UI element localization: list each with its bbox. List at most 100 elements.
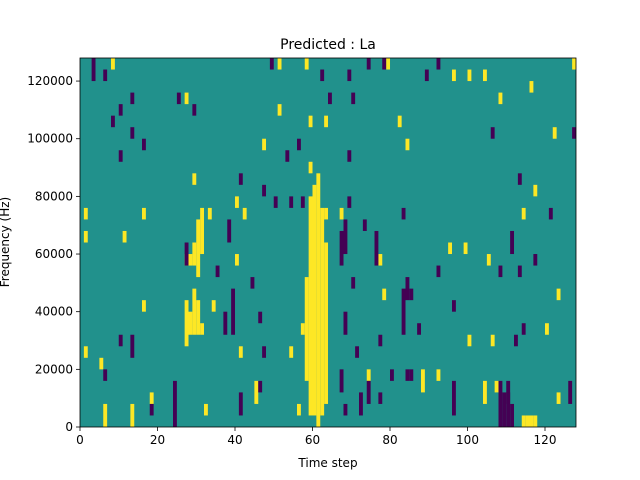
heatmap-cell-low: [401, 207, 406, 220]
heatmap-cells: [83, 58, 577, 428]
heatmap-cell-high: [397, 115, 402, 128]
heatmap-cell-low: [258, 380, 263, 393]
heatmap-cell-high: [277, 58, 282, 70]
heatmap-cell-low: [510, 403, 515, 427]
heatmap-cell-high: [103, 403, 108, 427]
heatmap-cell-low: [320, 69, 325, 82]
y-tick-label: 100000: [27, 132, 73, 146]
heatmap-cell-low: [362, 219, 367, 231]
heatmap-cell-low: [130, 92, 135, 105]
heatmap-cell-low: [118, 104, 123, 116]
heatmap-cell-low: [103, 369, 108, 381]
x-axis-label: Time step: [297, 456, 357, 470]
heatmap-cell-low: [130, 127, 135, 139]
heatmap-cell-low: [343, 219, 348, 255]
heatmap-cell-high: [200, 207, 205, 255]
heatmap-cell-low: [231, 288, 236, 335]
heatmap-cell-high: [142, 207, 146, 220]
heatmap-cell-high: [122, 230, 127, 243]
heatmap-cell-high: [533, 415, 538, 427]
heatmap-cell-low: [111, 115, 115, 128]
heatmap-cell-high: [386, 58, 391, 70]
heatmap-cell-low: [533, 254, 538, 266]
heatmap-cell-low: [149, 403, 154, 416]
heatmap-cell-high: [324, 242, 329, 404]
heatmap-cell-low: [328, 92, 332, 105]
heatmap-cell-low: [273, 196, 278, 208]
heatmap-cell-high: [200, 323, 205, 335]
heatmap-cell-low: [130, 334, 135, 358]
heatmap-cell-low: [339, 230, 344, 266]
heatmap-cell-low: [184, 242, 189, 266]
y-tick-label: 20000: [35, 362, 73, 376]
heatmap-cell-low: [374, 230, 379, 266]
heatmap-cell-high: [572, 58, 577, 70]
heatmap-cell-low: [378, 334, 383, 347]
heatmap-cell-high: [448, 242, 453, 255]
heatmap-cell-high: [142, 300, 146, 312]
heatmap-cell-low: [517, 265, 522, 278]
heatmap-cell-low: [223, 311, 228, 335]
y-tick-label: 40000: [35, 305, 73, 319]
heatmap-cell-low: [568, 380, 573, 404]
heatmap-cell-high: [405, 138, 410, 151]
heatmap-cell-high: [324, 207, 329, 220]
heatmap-cell-high: [483, 69, 487, 82]
heatmap-cell-high: [467, 69, 472, 82]
heatmap-cell-low: [409, 369, 414, 381]
heatmap-cell-low: [238, 173, 243, 185]
heatmap-cell-high: [552, 127, 557, 139]
y-axis-label: Frequency (Hz): [0, 197, 12, 288]
heatmap-cell-low: [382, 58, 387, 70]
heatmap-cell-low: [176, 92, 181, 105]
heatmap-cell-low: [118, 150, 123, 162]
heatmap-cell-low: [173, 380, 177, 428]
heatmap-cell-high: [83, 346, 88, 358]
heatmap-cell-low: [514, 334, 518, 347]
x-tick-label: 120: [534, 433, 557, 447]
heatmap-cell-high: [304, 58, 309, 70]
x-tick-label: 20: [150, 433, 165, 447]
heatmap-cell-high: [525, 415, 530, 427]
heatmap-cell-high: [192, 173, 197, 185]
heatmap-cell-high: [529, 81, 534, 93]
heatmap-cell-low: [339, 369, 344, 393]
heatmap-cell-high: [533, 184, 538, 197]
heatmap-cell-high: [308, 161, 313, 174]
heatmap-cell-high: [254, 380, 259, 404]
heatmap-cell-low: [355, 346, 360, 358]
heatmap-cell-low: [262, 184, 267, 197]
heatmap-cell-high: [320, 207, 325, 416]
y-tick-label: 120000: [27, 74, 73, 88]
heatmap-cell-high: [262, 138, 267, 151]
heatmap-cell-high: [188, 311, 193, 335]
heatmap-cell-low: [351, 92, 356, 105]
heatmap-cell-low: [498, 265, 503, 278]
heatmap-cell-high: [308, 196, 313, 416]
heatmap-cell-low: [378, 392, 383, 404]
heatmap-cell-low: [390, 369, 394, 381]
heatmap-cell-high: [521, 415, 526, 427]
heatmap-cell-low: [521, 323, 526, 335]
heatmap-cell-low: [502, 392, 507, 427]
heatmap-cell-high: [297, 403, 301, 416]
heatmap-cell-low: [192, 104, 197, 116]
x-tick-label: 0: [76, 433, 84, 447]
heatmap-cell-low: [250, 277, 255, 289]
y-tick-label: 60000: [35, 247, 73, 261]
heatmap-cell-low: [452, 300, 456, 312]
heatmap-cell-low: [366, 380, 371, 404]
heatmap-cell-high: [111, 58, 115, 70]
heatmap-cell-high: [192, 242, 197, 266]
heatmap-cell-low: [227, 219, 232, 243]
heatmap-cell-high: [188, 254, 193, 266]
heatmap-cell-high: [289, 346, 294, 358]
heatmap-cell-high: [242, 207, 247, 220]
axes-frame: [79, 57, 577, 428]
heatmap-cell-low: [510, 230, 515, 255]
heatmap-cell-high: [83, 207, 88, 220]
heatmap-cell-high: [529, 415, 534, 427]
heatmap-cell-low: [215, 265, 220, 278]
heatmap-cell-high: [130, 403, 135, 427]
heatmap-cell-high: [382, 288, 387, 301]
